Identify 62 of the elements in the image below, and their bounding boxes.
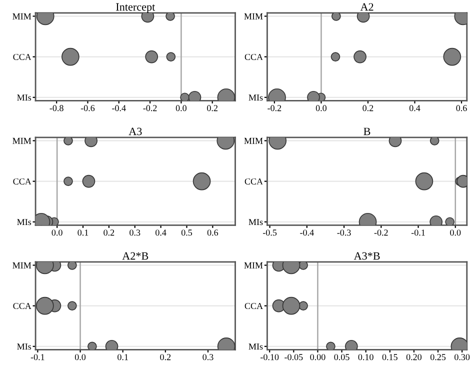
x-tick-label: 0.0: [316, 105, 327, 112]
x-tick-label: 0.1: [118, 354, 128, 360]
x-tick-label: 0.2: [207, 105, 218, 112]
y-tick-label: MIs: [17, 94, 32, 101]
x-tick-label: 0.6: [456, 105, 467, 112]
x-tick-label: 0.10: [358, 354, 374, 360]
chart-title: Intercept: [116, 3, 156, 13]
y-tick-label: CCA: [244, 178, 263, 185]
x-tick-label: 0.0: [176, 105, 186, 112]
chart-title: A2: [360, 3, 374, 11]
x-tick-label: 0.15: [382, 354, 398, 360]
x-tick-label: 0.0: [52, 230, 62, 236]
x-tick-label: 0.30: [454, 354, 470, 360]
y-tick-label: MIM: [12, 262, 32, 268]
x-tick-label: 0.0: [74, 354, 86, 360]
x-tick-label: 0.3: [202, 354, 214, 360]
x-tick-label: 0.05: [334, 354, 350, 360]
y-tick-label: MIM: [244, 13, 263, 20]
x-tick-label: 0.4: [409, 105, 420, 112]
x-tick-label: 0.00: [310, 354, 326, 360]
y-tick-label: MIs: [17, 344, 32, 350]
y-tick-label: MIs: [248, 94, 263, 101]
x-tick-label: -0.8: [50, 105, 64, 112]
x-tick-label: -0.3: [337, 230, 351, 236]
y-tick-label: MIM: [244, 138, 263, 144]
x-tick-label: -0.2: [268, 105, 282, 112]
x-tick-label: -0.4: [300, 230, 314, 236]
x-tick-label: 0.1: [78, 230, 88, 236]
x-tick-label: 0.2: [104, 230, 114, 236]
y-tick-label: CCA: [13, 54, 32, 60]
x-tick-label: 0.4: [156, 230, 166, 236]
x-tick-label: 0.3: [130, 230, 140, 236]
y-tick-label: MIs: [17, 219, 32, 226]
y-tick-label: CCA: [244, 302, 263, 310]
chart-title: A3*B: [354, 252, 380, 260]
x-tick-label: 0.20: [406, 354, 422, 360]
x-tick-label: -0.1: [411, 230, 425, 236]
x-tick-label: -0.2: [374, 230, 388, 236]
x-tick-label: -0.05: [284, 354, 303, 360]
y-tick-label: MIM: [244, 262, 263, 268]
y-tick-label: MIs: [248, 344, 263, 350]
x-tick-label: -0.5: [262, 230, 277, 236]
chart-title: B: [364, 128, 370, 136]
y-tick-label: CCA: [13, 302, 32, 310]
y-tick-label: MIM: [12, 138, 32, 144]
y-tick-label: CCA: [244, 54, 263, 60]
x-tick-label: 0.2: [362, 105, 374, 112]
x-tick-label: -0.6: [80, 105, 95, 112]
x-tick-label: -0.10: [260, 354, 279, 360]
x-tick-label: -0.4: [112, 105, 126, 112]
x-tick-label: -0.1: [30, 354, 44, 360]
x-tick-label: 0.6: [207, 230, 218, 236]
x-tick-label: 0.2: [160, 354, 171, 360]
x-tick-label: -0.2: [143, 105, 157, 112]
x-tick-label: 0.25: [430, 354, 446, 360]
chart-title: A3: [128, 128, 142, 136]
y-tick-label: MIs: [248, 219, 263, 226]
y-tick-label: MIM: [12, 13, 32, 20]
x-tick-label: 0.0: [450, 230, 461, 236]
y-tick-label: CCA: [13, 178, 32, 185]
x-tick-label: 0.5: [181, 230, 192, 236]
chart-title: A2*B: [122, 252, 148, 260]
